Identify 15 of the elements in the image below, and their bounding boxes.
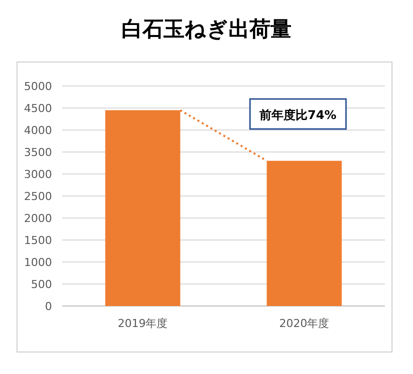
- y-tick-label: 1000: [24, 256, 52, 269]
- y-tick-label: 5000: [24, 80, 52, 93]
- chart-title: 白石玉ねぎ出荷量: [122, 17, 292, 41]
- x-tick-label: 2020年度: [279, 317, 330, 330]
- y-tick-label: 1500: [24, 234, 52, 247]
- y-tick-label: 2000: [24, 212, 52, 225]
- y-tick-label: 2500: [24, 190, 52, 203]
- y-tick-label: 500: [31, 278, 52, 291]
- annotation: 前年度比74%: [258, 108, 336, 122]
- y-tick-label: 3000: [24, 168, 52, 181]
- y-tick-label: 0: [45, 300, 52, 313]
- x-tick-label: 2019年度: [118, 317, 168, 330]
- y-tick-label: 4500: [24, 102, 52, 115]
- y-tick-label: 3500: [24, 146, 52, 159]
- y-tick-label: 4000: [24, 124, 52, 137]
